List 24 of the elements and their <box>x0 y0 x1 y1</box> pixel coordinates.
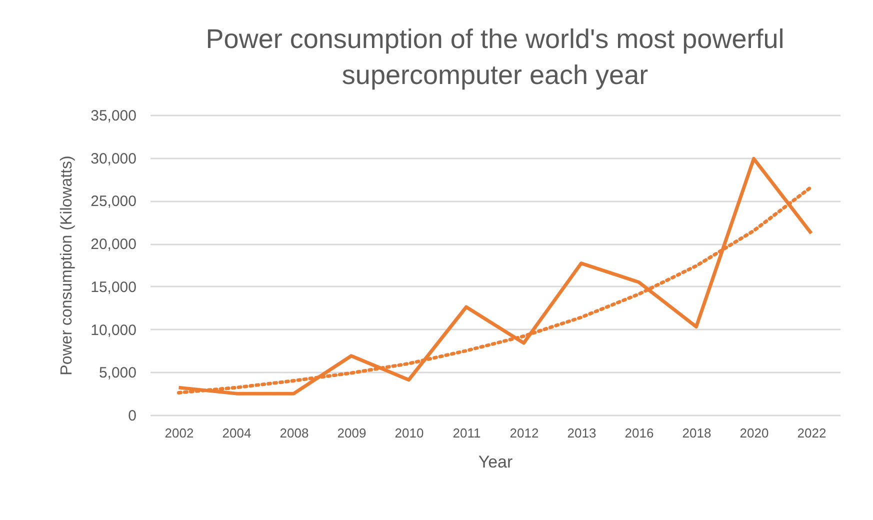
y-tick-label: 35,000 <box>90 108 136 124</box>
x-tick-label: 2008 <box>280 426 309 440</box>
y-tick-label: 30,000 <box>90 150 136 168</box>
x-tick-label: 2010 <box>394 426 424 440</box>
y-tick-label: 5,000 <box>98 364 136 382</box>
y-tick-label: 10,000 <box>90 322 136 339</box>
y-tick-label: 0 <box>128 408 136 424</box>
x-axis-title: Year <box>478 452 514 472</box>
x-tick-label: 2013 <box>567 426 596 440</box>
y-tick-label: 25,000 <box>90 193 136 210</box>
x-tick-label: 2020 <box>740 426 769 440</box>
x-tick-label: 2022 <box>797 426 826 440</box>
text: Power consumption of the world's most powerful <box>206 24 784 54</box>
y-tick-label: 15,000 <box>90 278 136 296</box>
x-tick-label: 2009 <box>337 426 366 440</box>
x-tick-label: 2011 <box>452 426 481 440</box>
y-tick-label: 20,000 <box>90 236 136 254</box>
x-tick-label: 2016 <box>624 426 654 440</box>
x-tick-label: 2004 <box>222 426 252 440</box>
x-tick-label: 2002 <box>164 426 194 440</box>
text: supercomputer each year <box>342 60 648 90</box>
y-axis-title: Power consumption (Kilowatts) <box>58 156 76 376</box>
x-tick-label: 2012 <box>510 426 539 440</box>
x-tick-label: 2018 <box>682 426 712 440</box>
